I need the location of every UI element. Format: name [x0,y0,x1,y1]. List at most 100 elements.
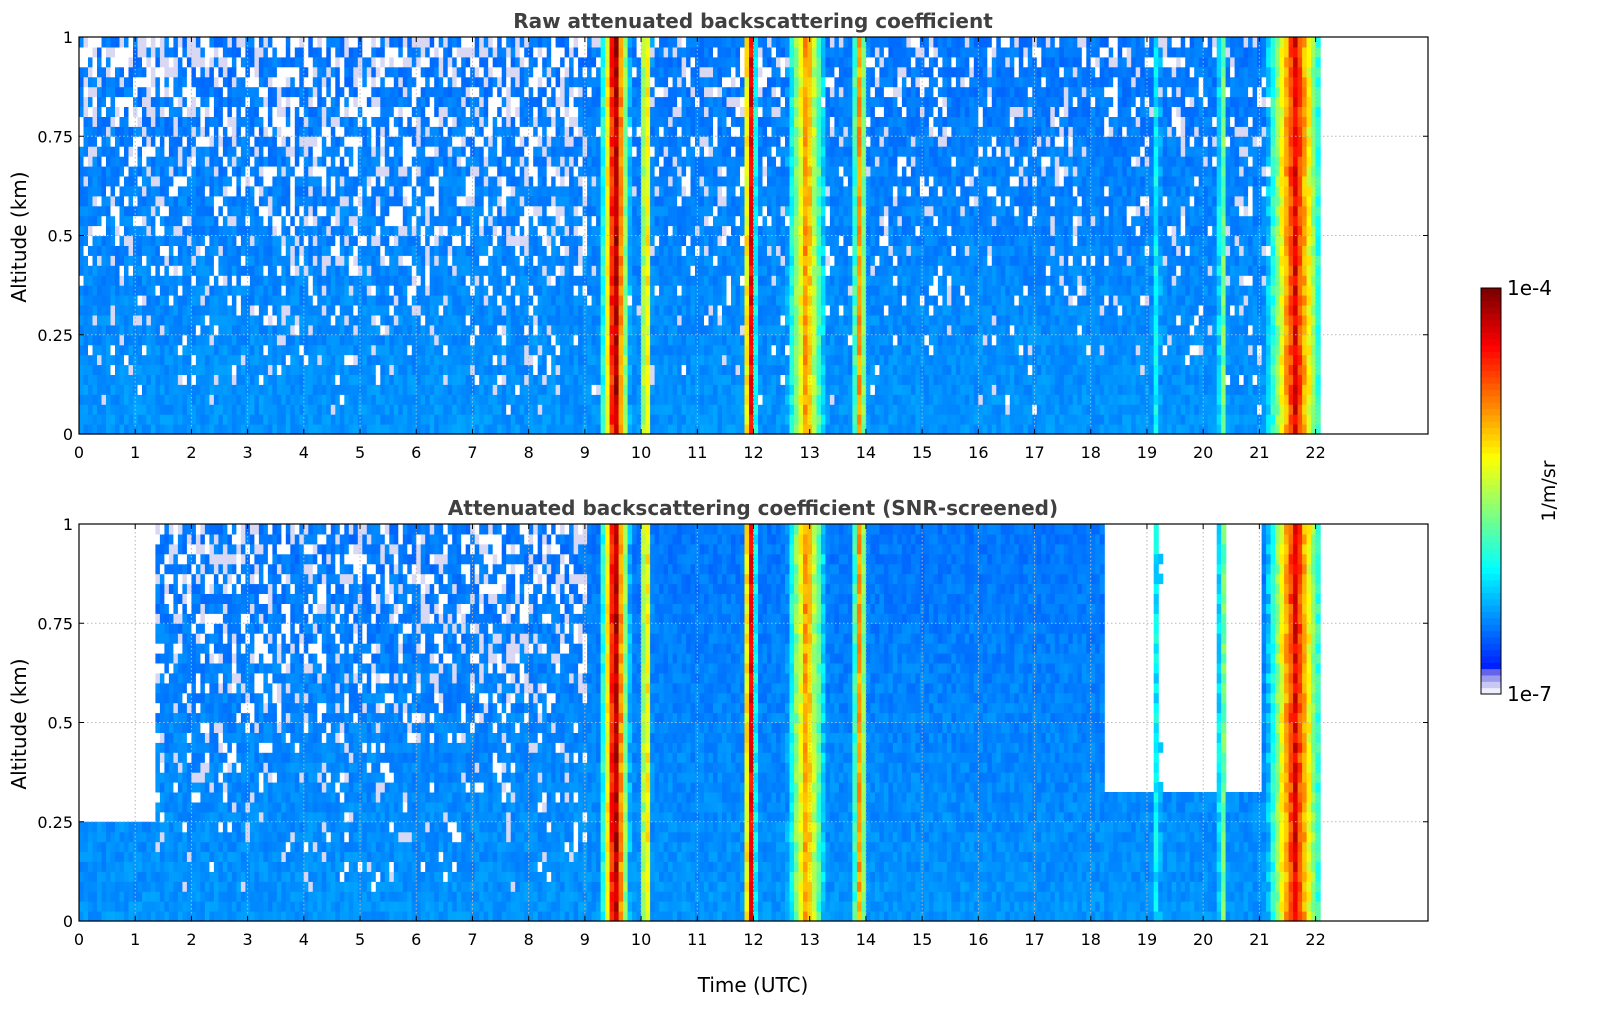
heatmap-cell [632,335,637,346]
heatmap-cell [93,255,98,265]
heatmap-cell [385,176,390,187]
heatmap-cell [155,216,160,227]
heatmap-cell [326,97,331,108]
heatmap-cell [155,345,160,356]
heatmap-cell [169,305,174,316]
heatmap-cell [596,126,601,137]
heatmap-cell [385,57,390,68]
heatmap-cell [335,394,340,405]
heatmap-cell [583,166,588,177]
heatmap-cell [448,424,453,435]
heatmap-cell [88,345,93,356]
heatmap-cell [619,146,624,157]
heatmap-cell [250,37,255,48]
heatmap-cell [601,116,606,127]
heatmap-cell [533,335,538,346]
heatmap-cell [200,295,205,306]
heatmap-cell [138,97,143,108]
heatmap-cell [169,37,174,48]
heatmap-cell [574,166,579,177]
heatmap-cell [610,345,615,356]
heatmap-cell [93,424,98,435]
heatmap-cell [205,345,210,356]
heatmap-cell [461,265,466,276]
heatmap-cell [111,414,116,425]
heatmap-cell [106,196,111,207]
heatmap-cell [619,305,624,316]
heatmap-cell [466,166,471,177]
heatmap-cell [623,424,628,435]
heatmap-cell [120,384,125,395]
heatmap-cell [232,424,237,435]
heatmap-cell [632,146,637,157]
heatmap-cell [88,196,93,207]
heatmap-cell [236,245,241,256]
heatmap-cell [254,57,259,68]
heatmap-cell [205,355,210,366]
heatmap-cell [610,87,615,98]
heatmap-cell [610,206,615,217]
heatmap-cell [376,394,381,405]
heatmap-cell [187,355,192,366]
heatmap-cell [574,245,579,256]
heatmap-cell [124,315,129,326]
heatmap-cell [502,295,507,306]
heatmap-cell [205,236,210,247]
heatmap-cell [587,394,592,405]
heatmap-cell [394,285,399,296]
heatmap-cell [457,87,462,98]
heatmap-cell [434,265,439,276]
heatmap-cell [169,97,174,108]
heatmap-cell [623,216,628,227]
heatmap-cell [587,156,592,167]
heatmap-cell [376,116,381,127]
heatmap-cell [389,355,394,366]
heatmap-cell [79,404,84,415]
heatmap-cell [344,345,349,356]
heatmap-cell [619,107,624,118]
heatmap-cell [529,355,534,366]
heatmap-cell [367,77,372,88]
heatmap-cell [601,67,606,78]
heatmap-cell [84,305,89,316]
heatmap-cell [416,226,421,237]
heatmap-cell [542,384,547,395]
heatmap-cell [416,295,421,306]
heatmap-cell [502,255,507,265]
heatmap-cell [353,226,358,237]
heatmap-cell [421,355,426,366]
heatmap-cell [111,136,116,147]
heatmap-cell [461,404,466,415]
heatmap-cell [493,226,498,237]
heatmap-cell [313,236,318,247]
heatmap-cell [272,87,277,98]
heatmap-cell [322,126,327,137]
heatmap-cell [493,384,498,395]
heatmap-cell [313,315,318,326]
heatmap-cell [111,345,116,356]
heatmap-cell [84,245,89,256]
heatmap-cell [452,136,457,147]
heatmap-cell [232,37,237,48]
heatmap-cell [295,365,300,376]
heatmap-cell [448,384,453,395]
heatmap-cell [362,87,367,98]
heatmap-cell [331,176,336,187]
heatmap-cell [295,216,300,227]
heatmap-cell [578,236,583,247]
heatmap-cell [146,107,151,118]
heatmap-cell [587,365,592,376]
heatmap-cell [232,355,237,366]
heatmap-cell [340,285,345,296]
heatmap-cell [583,394,588,405]
heatmap-cell [448,325,453,336]
heatmap-cell [533,57,538,68]
heatmap-cell [97,305,102,316]
heatmap-cell [497,404,502,415]
heatmap-cell [209,166,214,177]
heatmap-cell [272,275,277,286]
heatmap-cell [443,87,448,98]
heatmap-cell [250,295,255,306]
heatmap-cell [178,404,183,415]
heatmap-cell [214,374,219,385]
